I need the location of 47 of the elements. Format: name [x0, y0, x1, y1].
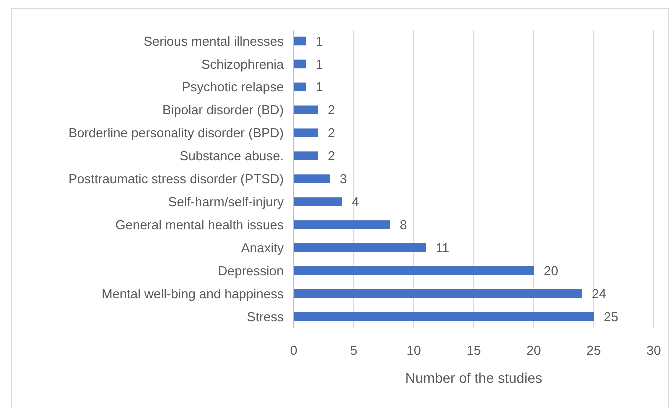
data-label: 1 — [316, 80, 324, 95]
x-tick-label: 0 — [290, 343, 298, 358]
x-tick-label: 30 — [646, 343, 662, 358]
y-tick-label: Depression — [218, 263, 284, 278]
y-tick-label: Psychotic relapse — [182, 80, 284, 95]
bar — [294, 312, 594, 322]
x-tick-label: 25 — [586, 343, 602, 358]
x-tick-label: 15 — [466, 343, 482, 358]
data-label: 2 — [328, 148, 336, 164]
y-tick-label: Schizophrenia — [202, 56, 285, 72]
y-tick-label: Anaxity — [241, 240, 284, 256]
y-tick-label: Stress — [247, 309, 284, 324]
y-tick-label: Mental well-bing and happiness — [102, 286, 284, 302]
bar — [294, 152, 318, 160]
data-label: 2 — [328, 102, 336, 118]
data-label: 1 — [316, 56, 324, 72]
bar — [294, 289, 582, 298]
x-tick-label: 5 — [350, 343, 358, 358]
bar — [294, 36, 306, 46]
data-label: 8 — [400, 217, 408, 232]
y-tick-label: General mental health issues — [116, 217, 284, 232]
x-axis-title: Number of the studies — [406, 370, 542, 386]
bar — [294, 174, 330, 184]
data-label: 2 — [328, 126, 336, 141]
x-tick-label: 10 — [406, 343, 422, 358]
bar — [294, 220, 390, 230]
data-label: 20 — [544, 263, 558, 278]
bar — [294, 60, 306, 69]
data-label: 1 — [316, 34, 324, 49]
data-label: 4 — [352, 194, 360, 210]
y-tick-label: Bipolar disorder (BD) — [162, 102, 284, 118]
y-tick-label: Borderline personality disorder (BPD) — [68, 126, 284, 141]
bar — [294, 82, 306, 92]
data-label: 24 — [592, 286, 606, 302]
bar — [294, 106, 318, 114]
bar — [294, 244, 426, 252]
data-label: 11 — [436, 240, 450, 256]
y-tick-label: Serious mental illnesses — [144, 34, 284, 49]
bar — [294, 128, 318, 138]
y-tick-label: Substance abuse. — [180, 148, 284, 164]
data-label: 3 — [340, 172, 348, 187]
data-label: 25 — [604, 309, 618, 324]
bar — [294, 266, 534, 276]
y-tick-label: Posttraumatic stress disorder (PTSD) — [68, 172, 284, 187]
bar — [294, 198, 342, 206]
x-tick-label: 20 — [526, 343, 542, 358]
y-tick-label: Self-harm/self-injury — [168, 194, 284, 210]
